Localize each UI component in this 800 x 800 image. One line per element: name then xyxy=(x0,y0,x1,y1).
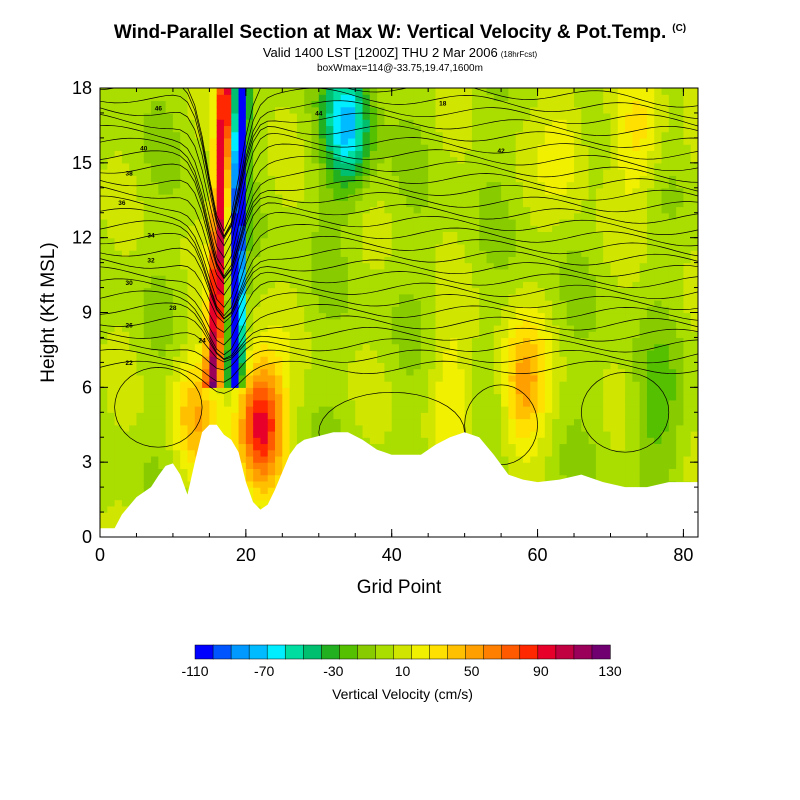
chart-subtitle: Valid 1400 LST [1200Z] THU 2 Mar 2006 (18… xyxy=(262,45,538,60)
colorbar-swatch xyxy=(411,644,431,660)
contour-label: 18 xyxy=(439,100,447,107)
colorbar-swatch xyxy=(248,644,268,660)
terrain-mask xyxy=(100,424,698,537)
colorbar-swatch xyxy=(284,644,304,660)
colorbar-swatch xyxy=(591,644,611,660)
contour-label: 38 xyxy=(126,170,134,177)
colorbar-swatch xyxy=(555,644,575,660)
colorbar-swatch xyxy=(429,644,449,660)
colorbar-swatch xyxy=(266,644,286,660)
colorbar-tick-label: 130 xyxy=(598,663,622,679)
contour-label: 44 xyxy=(315,110,323,117)
x-tick-label: 20 xyxy=(236,545,256,565)
colorbar-swatch xyxy=(393,644,413,660)
x-axis-label: Grid Point xyxy=(357,577,442,598)
contour-label: 46 xyxy=(155,105,163,112)
x-tick-label: 80 xyxy=(673,545,693,565)
x-tick-label: 40 xyxy=(382,545,402,565)
colorbar-swatch xyxy=(194,644,214,660)
colorbar-swatch xyxy=(339,644,359,660)
colorbar-swatch xyxy=(357,644,377,660)
colorbar-tick-label: -110 xyxy=(182,663,209,679)
x-tick-label: 60 xyxy=(528,545,548,565)
contour-label: 36 xyxy=(118,200,126,207)
contour-label: 28 xyxy=(169,305,177,312)
contour-label: 34 xyxy=(147,233,155,240)
colorbar-swatch xyxy=(537,644,557,660)
x-tick-label: 0 xyxy=(95,545,105,565)
colorbar-swatch xyxy=(303,644,322,660)
axis-ticks xyxy=(99,87,698,538)
colorbar-tick-label: 10 xyxy=(395,663,411,679)
colorbar-tick-label: 50 xyxy=(464,663,480,679)
y-tick-label: 18 xyxy=(72,78,92,98)
y-tick-label: 9 xyxy=(82,303,92,323)
contour-label: 42 xyxy=(497,148,505,155)
colorbar-tick-label: -30 xyxy=(323,663,343,679)
theta-contours xyxy=(100,88,698,473)
y-tick-label: 6 xyxy=(82,377,92,397)
y-tick-label: 12 xyxy=(72,228,92,248)
colorbar-swatch xyxy=(573,644,593,660)
colorbar-swatch xyxy=(465,644,485,660)
contour-label: 26 xyxy=(126,322,134,329)
y-tick-label: 3 xyxy=(82,452,92,472)
contour-label: 24 xyxy=(198,337,206,344)
box-info: boxWmax=114@-33.75,19.47,1600m xyxy=(317,63,483,74)
colorbar-tick-label: -70 xyxy=(254,663,274,679)
contour-label: 40 xyxy=(140,145,148,152)
y-axis-label: Height (Kft MSL) xyxy=(38,242,59,382)
contour-label: 32 xyxy=(147,258,155,265)
colorbar-swatch xyxy=(321,644,340,660)
colorbar-tick-label: 90 xyxy=(533,663,549,679)
y-tick-label: 15 xyxy=(72,153,92,173)
colorbar-swatch xyxy=(483,644,503,660)
colorbar-swatch xyxy=(375,644,395,660)
colorbar-swatch xyxy=(212,644,232,660)
colorbar-swatch xyxy=(501,644,521,660)
contour-label: 30 xyxy=(126,280,134,287)
chart-title: Wind-Parallel Section at Max W: Vertical… xyxy=(113,22,687,43)
colorbar-swatch xyxy=(447,644,467,660)
colorbar-swatch xyxy=(519,644,539,660)
y-tick-label: 0 xyxy=(82,527,92,547)
colorbar: -110 -70 -30 10 50 90 130 Vertical Velocity (cm… xyxy=(182,644,622,702)
colorbar-title: Vertical Velocity (cm/s) xyxy=(332,686,473,702)
colorbar-swatch xyxy=(230,644,250,660)
contour-label: 22 xyxy=(126,360,134,367)
